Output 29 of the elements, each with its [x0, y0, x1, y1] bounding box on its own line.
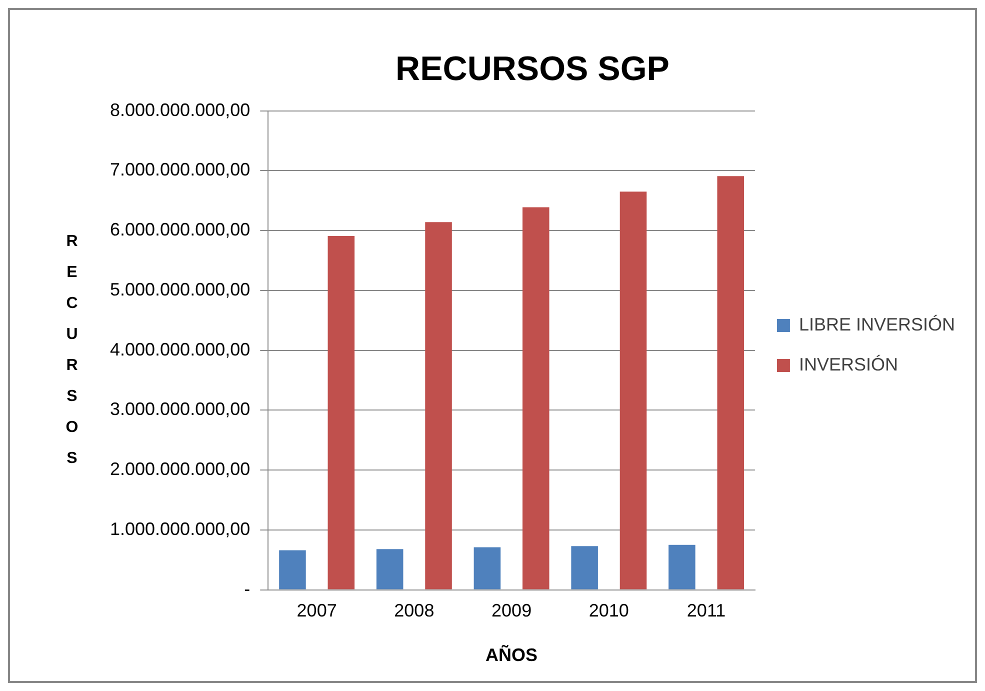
- bar: [620, 192, 647, 590]
- y-tick-label: 3.000.000.000,00: [110, 399, 250, 420]
- bar: [668, 544, 696, 590]
- y-tick-label: 4.000.000.000,00: [110, 339, 250, 360]
- bar: [717, 176, 744, 590]
- bar: [474, 547, 501, 590]
- x-tick-label: 2011: [686, 600, 726, 621]
- y-tick-label: 8.000.000.000,00: [110, 100, 250, 120]
- x-tick-label: 2010: [588, 600, 629, 621]
- y-tick-label: -: [244, 578, 250, 599]
- y-tick-label: 6.000.000.000,00: [110, 220, 250, 240]
- y-tick-label: 2.000.000.000,00: [110, 459, 250, 480]
- x-axis-title: AÑOS: [486, 644, 538, 666]
- bar: [571, 546, 598, 590]
- chart-title: RECURSOS SGP: [396, 50, 670, 88]
- y-tick-label: 5.000.000.000,00: [110, 279, 250, 300]
- y-axis-title: RECURSOS: [66, 233, 78, 468]
- x-tick-label: 2007: [296, 600, 337, 621]
- y-tick-label: 7.000.000.000,00: [110, 160, 250, 180]
- y-tick-label: 1.000.000.000,00: [110, 518, 250, 539]
- bar: [425, 222, 452, 590]
- legend-label: LIBRE INVERSIÓN: [798, 314, 956, 334]
- x-tick-label: 2008: [394, 600, 434, 621]
- legend-label: INVERSIÓN: [798, 354, 898, 374]
- bar: [376, 549, 404, 590]
- x-tick-label: 2009: [492, 600, 532, 621]
- bar: [328, 236, 355, 590]
- bar: [279, 550, 306, 590]
- bar: [522, 207, 550, 590]
